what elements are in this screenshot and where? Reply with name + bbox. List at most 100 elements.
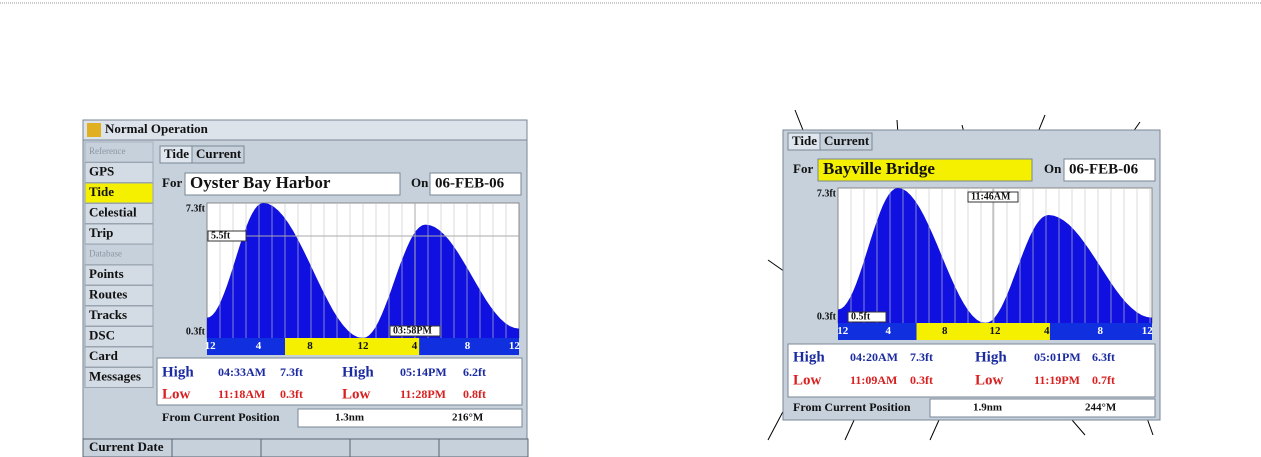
date: 06-FEB-06 [435,175,505,191]
tab [191,145,245,164]
hour-label: 8 [307,340,313,352]
menu-item[interactable]: Celestial [89,204,137,219]
cursor-time: 11:46AM [971,191,1011,202]
tide-height: 0.8ft [463,387,486,401]
tab [819,132,873,151]
hour-label: 12 [990,325,1002,337]
position-box [929,398,1156,418]
max-height-label: 7.3ft [817,188,837,199]
window-title: Normal Operation [105,121,209,136]
tide-type: High [975,349,1007,365]
tide-type: High [793,349,825,365]
max-height-label: 7.3ft [186,203,206,214]
menu-item[interactable]: DSC [89,327,115,342]
time-bar-day [285,338,420,355]
hour-label: 4 [1044,325,1050,337]
hour-label: 8 [1097,325,1103,337]
date: 06-FEB-06 [1069,161,1139,177]
cursor-height: 5.5ft [211,230,231,241]
menu-item[interactable]: Routes [89,286,127,301]
on-label: On [1044,161,1062,176]
hour-label: 12 [205,340,217,352]
menu-item[interactable]: Tracks [89,307,127,322]
location-name: Oyster Bay Harbor [190,173,331,192]
tide-height: 0.3ft [910,373,933,387]
position-bearing: 216°M [452,412,484,424]
location-box [184,172,401,196]
position-box [297,408,523,428]
position-distance: 1.3nm [335,412,364,424]
footer-cell [438,438,529,457]
tide-time: 11:18AM [218,387,265,401]
tide-time: 04:20AM [850,350,898,364]
time-bar-day [916,323,1050,340]
on-label: On [411,175,429,190]
tab-label[interactable]: Tide [164,146,189,161]
tide-table [156,357,523,406]
position-label: From Current Position [793,400,911,414]
menu-item[interactable]: Trip [89,225,113,240]
min-height-label: 0.3ft [186,326,206,337]
menu-item[interactable]: Tide [89,184,114,199]
menu-item[interactable]: Messages [89,368,141,383]
tide-time: 11:19PM [1034,373,1080,387]
tide-curve [838,188,1152,323]
hour-label: 12 [1142,325,1154,337]
title-bar [82,119,528,141]
tide-height: 7.3ft [280,365,303,379]
cursor-time: 03:58PM [393,325,432,336]
cursor-height-box [207,230,247,242]
menu-heading: Reference [89,146,125,156]
cursor-height: 0.5ft [851,311,871,322]
menu-item[interactable]: GPS [89,163,114,178]
tab-label[interactable]: Tide [792,133,817,148]
cursor-time-box [967,191,1019,203]
app-icon [87,123,101,137]
tab-label[interactable]: Current [824,133,870,148]
for-label: For [162,175,182,190]
tide-table [787,343,1156,398]
footer-cell [171,438,262,457]
tide-type: Low [975,372,1004,388]
hour-label: 4 [256,340,262,352]
menu-heading: Database [89,249,122,259]
tide-type: Low [342,386,371,402]
footer-button[interactable]: Current Date [89,439,164,454]
tide-height: 0.7ft [1092,373,1115,387]
tide-height: 6.3ft [1092,350,1115,364]
tide-time: 05:14PM [400,365,447,379]
menu-item[interactable]: Card [89,348,119,363]
tab-label[interactable]: Current [196,146,242,161]
tide-height: 0.3ft [280,387,303,401]
tide-time: 11:09AM [850,373,897,387]
footer-cell [349,438,440,457]
hour-label: 4 [885,325,891,337]
tide-time: 11:28PM [400,387,446,401]
date-box [1063,158,1156,182]
menu-item-cell [84,367,154,388]
for-label: For [793,161,813,176]
tide-type: Low [793,372,822,388]
tide-time: 04:33AM [218,365,266,379]
tide-type: High [342,364,374,380]
hour-label: 8 [942,325,948,337]
location-name: Bayville Bridge [823,159,935,178]
tide-type: Low [162,386,191,402]
hour-label: 12 [509,340,521,352]
tide-time: 05:01PM [1034,350,1081,364]
tide-height: 6.2ft [463,365,486,379]
location-box [817,158,1033,182]
hour-label: 8 [465,340,471,352]
hour-label: 12 [358,340,370,352]
menu-item[interactable]: Points [89,266,124,281]
hour-label: 12 [837,325,849,337]
footer-cell [260,438,351,457]
tide-type: High [162,364,194,380]
cursor-height-box [847,311,887,323]
min-height-label: 0.3ft [817,311,837,322]
cursor-time-box [389,325,441,337]
hour-label: 4 [412,340,418,352]
position-bearing: 244°M [1085,402,1117,414]
date-box [429,172,522,196]
